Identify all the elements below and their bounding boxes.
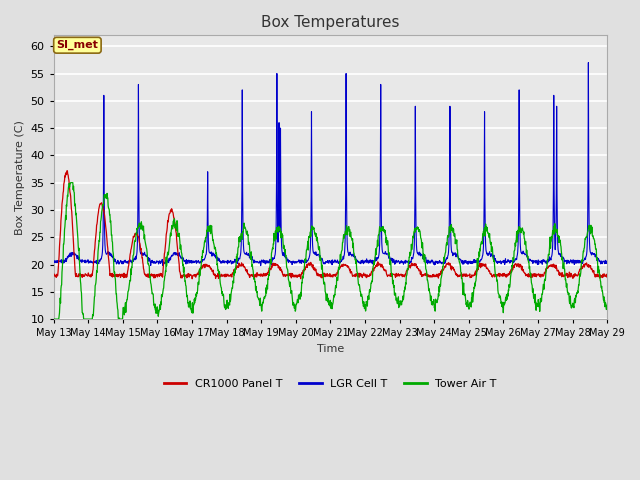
X-axis label: Time: Time — [317, 344, 344, 354]
Title: Box Temperatures: Box Temperatures — [261, 15, 399, 30]
Legend: CR1000 Panel T, LGR Cell T, Tower Air T: CR1000 Panel T, LGR Cell T, Tower Air T — [159, 374, 501, 393]
Y-axis label: Box Temperature (C): Box Temperature (C) — [15, 120, 25, 235]
Text: SI_met: SI_met — [56, 40, 99, 50]
